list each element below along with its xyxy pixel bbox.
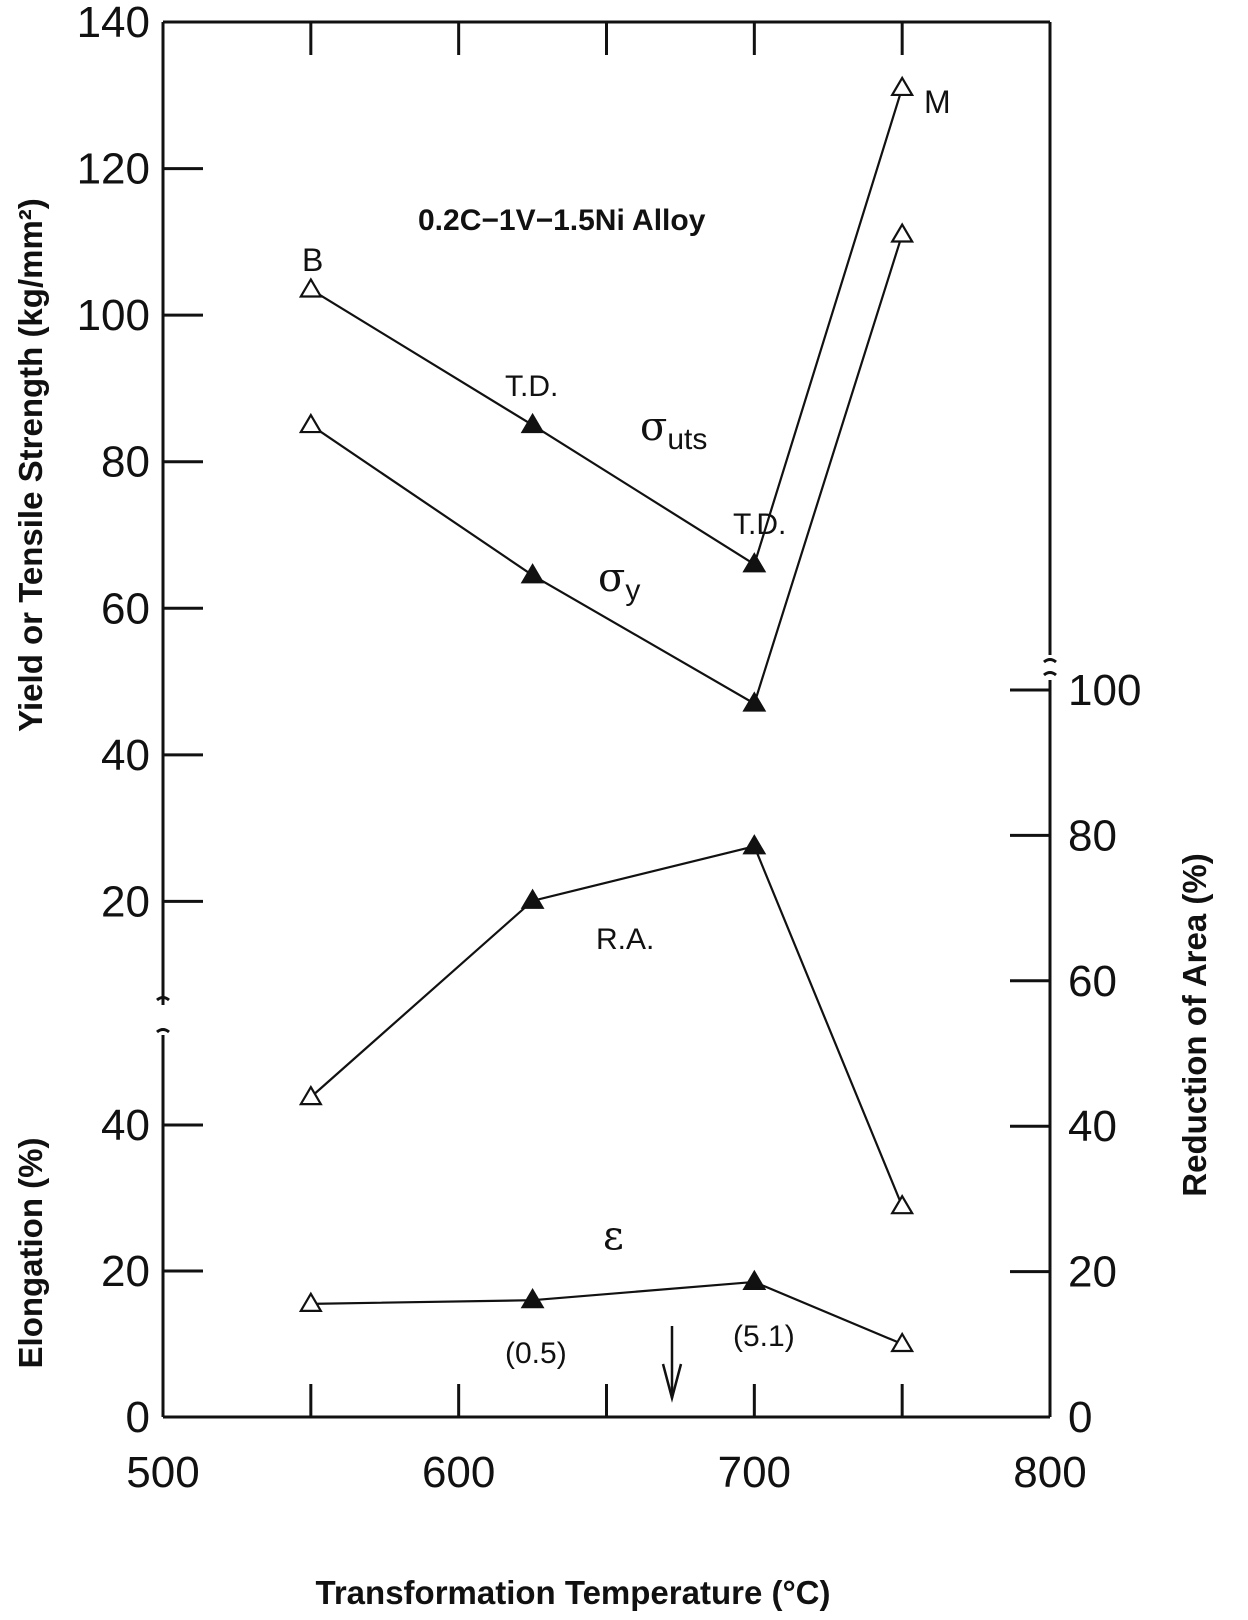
ra-tick-label: 80 — [1068, 811, 1117, 860]
left-axis-break-lower — [156, 1028, 170, 1034]
data-point — [298, 277, 323, 298]
ra-tick-label: 0 — [1068, 1393, 1092, 1442]
x-tick-label: 700 — [718, 1448, 791, 1497]
left-axis-break-upper — [156, 996, 170, 1002]
right-axis-break-lower — [1043, 671, 1057, 677]
series-line — [310, 234, 904, 706]
elongation-tick-label: 0 — [126, 1393, 150, 1442]
strength-tick-label: 100 — [77, 291, 150, 340]
label-paren-05: (0.5) — [505, 1337, 567, 1370]
series-y — [298, 222, 915, 712]
data-point — [742, 691, 767, 712]
sigma-uts-subscript: uts — [667, 423, 707, 456]
data-point — [742, 1269, 767, 1291]
series-line — [310, 1280, 903, 1346]
series-ra — [298, 834, 915, 1215]
data-point — [742, 834, 767, 855]
sigma-y-symbol: σ — [598, 555, 625, 601]
data-point — [890, 1194, 915, 1215]
chart-title: 0.2C−1V−1.5Ni Alloy — [418, 204, 706, 237]
x-tick-label: 500 — [126, 1448, 199, 1497]
data-point — [520, 412, 545, 434]
right-axis-break-upper — [1043, 658, 1057, 664]
label-epsilon: ε — [603, 1213, 624, 1259]
data-point — [520, 1288, 545, 1309]
label-m: M — [924, 84, 951, 120]
data-point — [742, 552, 767, 573]
data-point — [890, 1331, 915, 1353]
series-uts — [298, 75, 915, 573]
series-line — [310, 845, 904, 1207]
label-sigma-y: σy — [598, 555, 640, 607]
label-paren-51: (5.1) — [733, 1320, 795, 1353]
ra-tick-label: 40 — [1068, 1102, 1117, 1151]
x-tick-label: 600 — [422, 1448, 495, 1497]
strength-tick-label: 60 — [101, 584, 150, 633]
tick-labels: 500 600 700 800 20 40 60 80 100 120 140 0 20 40 0 20 40 6… — [77, 0, 1142, 1497]
data-point — [520, 563, 545, 584]
sigma-y-subscript: y — [625, 574, 640, 607]
ra-tick-label: 20 — [1068, 1248, 1117, 1297]
label-td-2: T.D. — [733, 508, 786, 541]
axis-ticks — [163, 20, 1050, 1419]
data-point — [890, 222, 915, 243]
label-td-1: T.D. — [505, 370, 558, 403]
annotations: 0.2C−1V−1.5Ni Alloy B M T.D. T.D. σuts σ… — [302, 84, 951, 1403]
data-point — [298, 1291, 323, 1312]
strength-tick-label: 120 — [77, 145, 150, 194]
strength-tick-label: 80 — [101, 438, 150, 487]
series-line — [310, 87, 904, 567]
data-point — [520, 888, 545, 909]
transformation-arrow — [661, 1326, 683, 1403]
data-series — [298, 75, 915, 1353]
data-point — [298, 412, 323, 434]
strength-tick-label: 140 — [77, 0, 150, 47]
label-sigma-uts: σuts — [640, 404, 707, 456]
strength-tick-label: 20 — [101, 877, 150, 926]
data-point — [890, 75, 915, 97]
data-point — [298, 1084, 323, 1106]
ra-tick-label: 100 — [1068, 666, 1141, 715]
label-b: B — [302, 242, 323, 278]
x-tick-label: 800 — [1013, 1448, 1086, 1497]
elongation-tick-label: 40 — [101, 1101, 150, 1150]
series- — [298, 1269, 915, 1353]
label-ra: R.A. — [596, 923, 654, 956]
x-axis-title: Transformation Temperature (°C) — [316, 1574, 831, 1611]
y-axis-title-reduction-of-area: Reduction of Area (%) — [1176, 853, 1213, 1196]
sigma-uts-symbol: σ — [640, 404, 667, 450]
y-axis-title-strength: Yield or Tensile Strength (kg/mm²) — [12, 198, 49, 732]
ra-tick-label: 60 — [1068, 957, 1117, 1006]
elongation-tick-label: 20 — [101, 1247, 150, 1296]
y-axis-title-elongation: Elongation (%) — [12, 1138, 49, 1369]
axis-titles: Transformation Temperature (°C) Yield or… — [12, 198, 1213, 1611]
strength-tick-label: 40 — [101, 731, 150, 780]
